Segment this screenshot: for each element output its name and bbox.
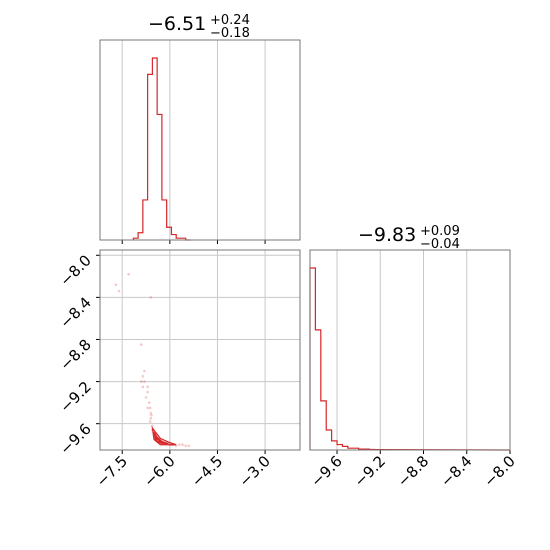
scatter-point (117, 289, 121, 293)
density-contour (153, 431, 169, 445)
scatter-point (150, 413, 153, 417)
x-tick-label: −8.4 (437, 452, 475, 490)
x-tick-label: −9.2 (351, 452, 389, 490)
title-param2-upper: +0.09 (420, 224, 460, 239)
x-tick-label: −8.0 (480, 452, 518, 490)
scatter-point (187, 444, 191, 448)
scatter-point (139, 380, 143, 383)
scatter-point (127, 272, 130, 276)
x-tick-label: −3.0 (235, 452, 273, 490)
scatter-point (147, 401, 151, 404)
scatter-point (146, 385, 149, 389)
scatter-point (148, 420, 152, 423)
scatter-point (146, 390, 149, 394)
scatter-point (184, 444, 188, 448)
scatter-point (141, 385, 145, 389)
histogram-step-line (309, 267, 511, 451)
x-tick-label: −8.8 (394, 452, 432, 490)
histogram-panel-param1 (99, 39, 301, 244)
y-tick-label: −8.8 (56, 336, 94, 374)
scatter-point (151, 424, 154, 428)
y-tick-label: −9.2 (56, 378, 94, 416)
title-param2: −9.83 (358, 224, 416, 246)
title-param1-upper: +0.24 (210, 13, 250, 28)
scatter-panel: −7.5 −6.0 −4.5 −3.0 −8.0 −8.4 −8.8 −9.2 −9.6 (56, 249, 301, 491)
scatter-point (139, 343, 143, 347)
title-param1-lower: −0.18 (210, 26, 250, 41)
scatter-point (178, 443, 181, 447)
x-tick-label: −4.5 (188, 452, 226, 490)
scatter-point (149, 417, 153, 420)
scatter-point (146, 406, 149, 410)
scatter-point (114, 283, 118, 287)
panel-frame (309, 249, 511, 451)
histogram-panel-param2: −9.6 −9.2 −8.8 −8.4 −8.0 (307, 249, 519, 491)
x-tick-label: −7.5 (93, 452, 131, 490)
panel-frame (99, 39, 301, 241)
scatter-point (149, 411, 153, 415)
scatter-point (181, 443, 184, 447)
scatter-point (143, 369, 146, 373)
scatter-point (143, 380, 146, 383)
title-param2-lower: −0.04 (420, 237, 460, 252)
density-contour (154, 435, 164, 444)
title-param1: −6.51 (148, 13, 206, 35)
y-tick-label: −8.4 (56, 293, 94, 331)
scatter-point (144, 396, 148, 399)
panel-frame (99, 249, 301, 451)
scatter-point (148, 406, 152, 410)
x-tick-label: −6.0 (140, 452, 178, 490)
y-tick-label: −8.0 (56, 251, 94, 289)
scatter-point (149, 296, 153, 299)
y-tick-label: −9.6 (56, 420, 94, 458)
histogram-step-line (132, 57, 191, 241)
scatter-point (141, 375, 145, 378)
x-tick-label: −9.6 (307, 452, 345, 490)
